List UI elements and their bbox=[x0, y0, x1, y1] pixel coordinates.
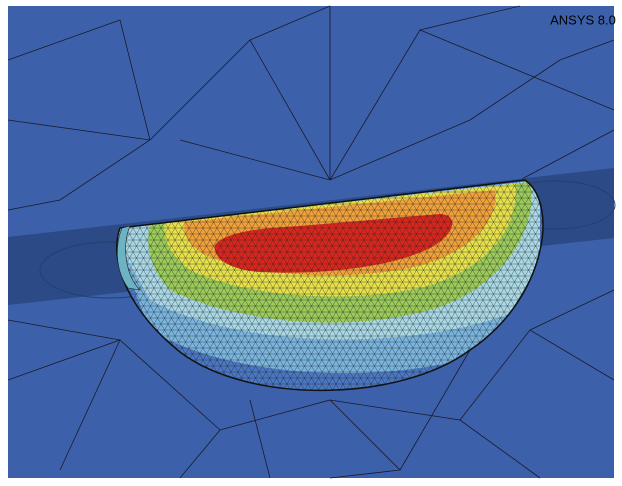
screenshot: ANSYS 8.0 bbox=[0, 0, 622, 486]
version-label: ANSYS 8.0 bbox=[550, 12, 616, 27]
